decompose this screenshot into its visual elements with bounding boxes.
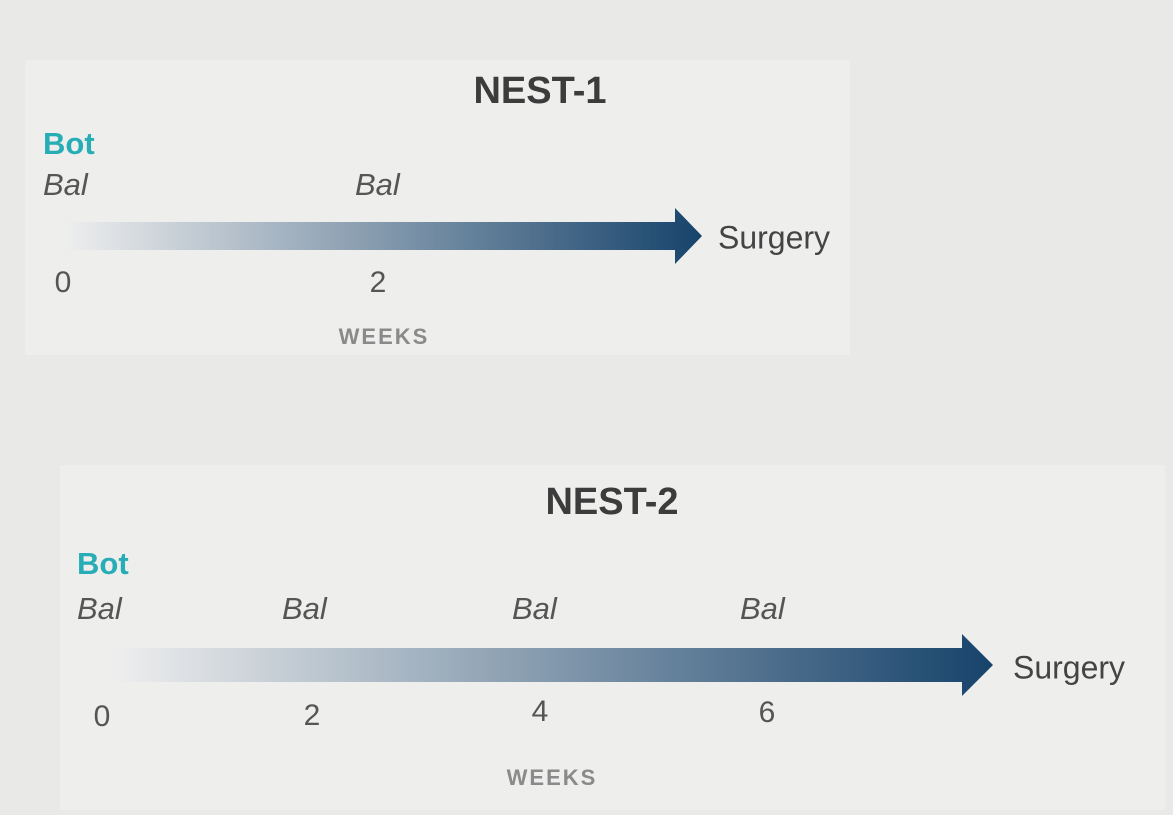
week-label: 0: [94, 700, 111, 733]
event-label: Bal: [43, 167, 89, 202]
event-label: Bal: [740, 591, 786, 626]
event-label: Bal: [355, 167, 401, 202]
week-label: 6: [759, 696, 776, 729]
event-label: Bal: [512, 591, 558, 626]
panel-bg: [60, 465, 1165, 810]
panel-title: NEST-2: [545, 481, 678, 523]
axis-label: WEEKS: [507, 765, 598, 790]
week-label: 2: [370, 266, 387, 299]
panel: NEST-1 Bot Bal Bal Surgery 0 2 WEEKS: [25, 60, 850, 355]
panel-title: NEST-1: [473, 70, 606, 112]
panel: NEST-2 Bot Bal Bal Bal Bal Surgery 0 2 4…: [60, 465, 1165, 810]
week-label: 4: [532, 695, 549, 728]
week-label: 0: [55, 266, 72, 299]
endpoint-label: Surgery: [1013, 649, 1125, 685]
timeline-arrow: [65, 208, 702, 264]
panel-bg: [25, 60, 850, 355]
agent-label: Bot: [77, 546, 129, 581]
endpoint-label: Surgery: [718, 219, 830, 255]
week-label: 2: [304, 699, 321, 732]
event-label: Bal: [77, 591, 123, 626]
axis-label: WEEKS: [339, 324, 430, 349]
agent-label: Bot: [43, 126, 95, 161]
event-label: Bal: [282, 591, 328, 626]
timeline-arrow: [115, 634, 993, 696]
